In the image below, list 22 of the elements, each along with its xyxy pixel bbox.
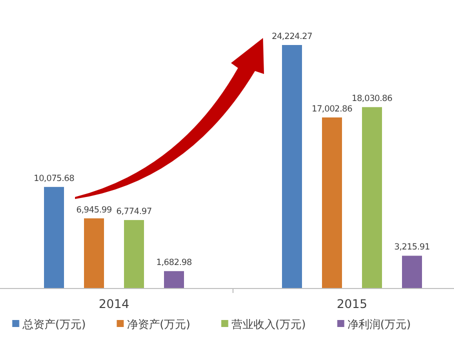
bar <box>402 256 422 288</box>
data-label: 18,030.86 <box>352 94 392 104</box>
data-label: 6,774.97 <box>116 207 152 218</box>
bar <box>164 271 184 288</box>
legend-label: 总资产(万元) <box>21 318 86 331</box>
legend-label: 营业收入(万元) <box>231 318 306 331</box>
bar <box>84 218 104 288</box>
bar <box>322 117 342 288</box>
data-label: 1,682.98 <box>156 258 192 268</box>
data-label: 17,002.86 <box>312 104 352 114</box>
data-label: 3,215.91 <box>394 242 430 253</box>
legend-label: 净资产(万元) <box>126 318 190 331</box>
data-label: 10,075.68 <box>34 174 74 184</box>
legend-label: 净利润(万元) <box>347 318 411 331</box>
x-tick-label: 2014 <box>98 297 130 311</box>
bar <box>124 220 144 288</box>
data-label: 24,224.27 <box>272 32 312 42</box>
x-tick-label: 2015 <box>336 297 368 311</box>
bar <box>44 186 64 288</box>
bar <box>362 107 382 288</box>
data-label: 6,945.99 <box>76 205 112 216</box>
bar <box>282 45 302 288</box>
